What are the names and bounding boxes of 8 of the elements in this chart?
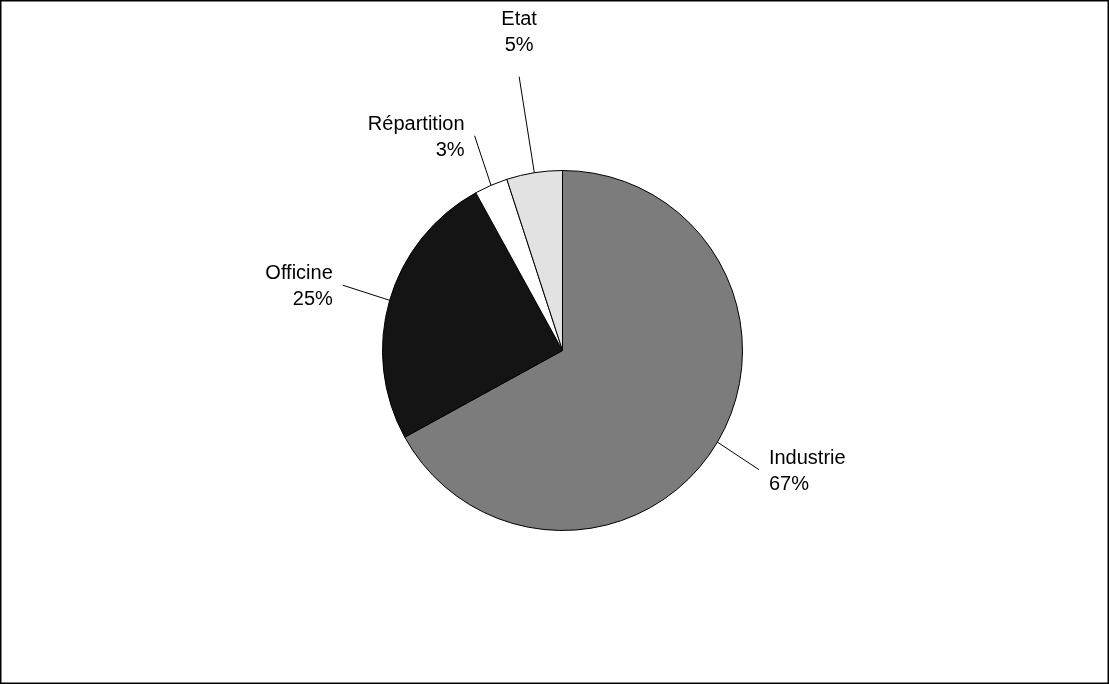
data-label: 25% (292, 287, 334, 310)
data-label: 3% (435, 137, 465, 160)
data-label: 5% (504, 32, 534, 55)
slice-label: Industrie (768, 445, 846, 468)
slice-label: Etat (501, 6, 538, 29)
slice-label: Officine (265, 261, 333, 284)
data-label: 67% (768, 471, 810, 494)
slice-label: Répartition (367, 111, 465, 134)
